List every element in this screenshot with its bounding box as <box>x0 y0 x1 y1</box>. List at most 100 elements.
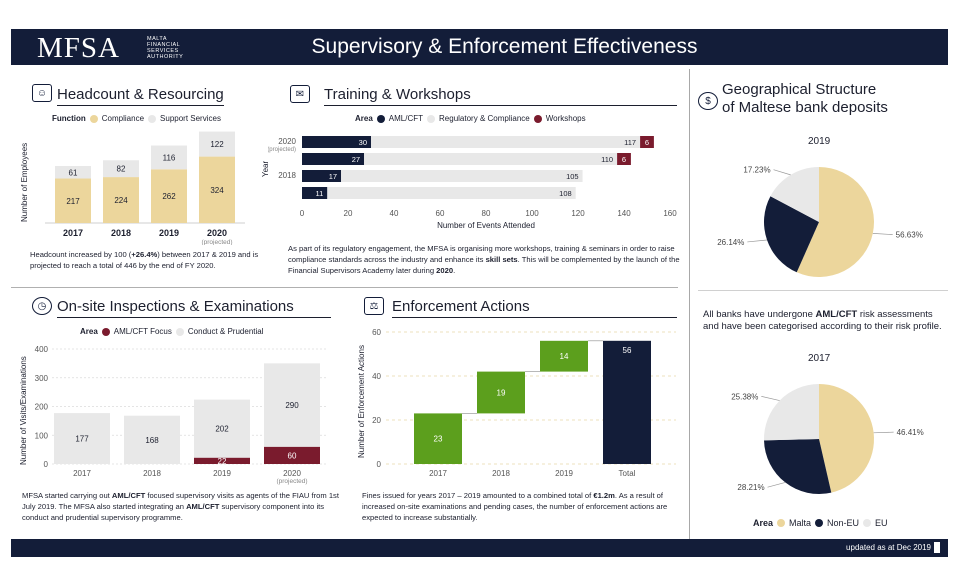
headcount-category-label: 2020 <box>207 228 227 238</box>
inspections-legend-label: Area <box>80 327 98 336</box>
legend-dot-malta <box>777 519 786 527</box>
chat-icon: ✉ <box>290 85 310 103</box>
pie-2019: 56.63% 26.14% 17.23% <box>717 166 923 277</box>
legend-dot-support <box>148 114 157 123</box>
updated-note: updated as at Dec 2019 <box>846 543 931 552</box>
people-icon: ☺ <box>32 84 52 102</box>
legend-noneu: Non-EU <box>827 518 860 528</box>
logo-subtitle: MALTA FINANCIAL SERVICES AUTHORITY <box>147 36 184 60</box>
enforcement-bar <box>477 371 525 414</box>
legend-dot-conduct <box>175 327 184 336</box>
legend-dot-amlcft <box>376 114 385 123</box>
training-bar <box>302 170 342 182</box>
inspections-category-label: 2019 <box>213 469 231 478</box>
training-x-tick: 40 <box>390 209 399 218</box>
legend-dot-eu <box>863 519 872 527</box>
pie-slice <box>819 384 874 493</box>
inspections-chart: 0 100 200 300 400 177 2017 168 2018 22 202 2019 60 29… <box>35 345 328 485</box>
enforcement-value-label: 23 <box>434 435 443 444</box>
legend-compliance: Compliance <box>101 114 145 123</box>
inspections-value-label: 202 <box>215 425 229 434</box>
enforcement-text: Fines issued for years 2017 – 2019 amoun… <box>362 491 668 522</box>
headcount-value-label: 224 <box>114 196 128 205</box>
training-xlabel: Number of Events Attended <box>437 221 535 228</box>
pie-slice-label: 17.23% <box>743 166 770 175</box>
inspections-title: On-site Inspections & Examinations <box>57 298 331 318</box>
pie-slice <box>764 196 819 273</box>
pie-slice <box>764 439 832 494</box>
training-title: Training & Workshops <box>324 86 677 106</box>
inspections-value-label: 60 <box>288 451 297 460</box>
pie-leader-line <box>872 233 893 235</box>
inspections-ylabel: Number of Visits/Examinations <box>19 356 28 465</box>
inspections-category-label: 2018 <box>143 469 161 478</box>
inspections-value-label: 177 <box>75 435 89 444</box>
headcount-bar <box>55 178 91 223</box>
footer-marker <box>934 542 940 553</box>
training-bar <box>371 136 641 148</box>
training-bar <box>364 153 618 165</box>
headcount-title: Headcount & Resourcing <box>57 86 224 106</box>
training-value-label: 6 <box>622 155 626 164</box>
training-x-tick: 160 <box>663 209 677 218</box>
training-x-tick: 100 <box>525 209 539 218</box>
enforcement-value-label: 14 <box>560 352 569 361</box>
training-value-label: 30 <box>359 138 367 147</box>
pie-slice-label: 26.14% <box>717 238 744 247</box>
column-divider <box>689 69 690 539</box>
geo-year-2019: 2019 <box>808 136 831 147</box>
inspections-text: MFSA started carrying out AML/CFT focuse… <box>22 491 339 522</box>
scales-icon: ⚖ <box>364 297 384 315</box>
legend-eu: EU <box>875 518 888 528</box>
legend-regulatory: Regulatory & Compliance <box>439 114 530 123</box>
inspections-y-tick: 200 <box>35 403 49 412</box>
legend-dot-regulatory <box>427 114 436 123</box>
training-bar <box>302 153 365 165</box>
training-category-label: 2018 <box>278 171 296 180</box>
enforcement-value-label: 19 <box>497 389 506 398</box>
pie-leader-line <box>773 169 791 176</box>
headcount-value-label: 61 <box>69 168 78 177</box>
header-bar: MFSA MALTA FINANCIAL SERVICES AUTHORITY … <box>11 29 948 65</box>
inspections-category-label: 2020 <box>283 469 301 478</box>
headcount-value-label: 82 <box>117 165 126 174</box>
headcount-chart: 217 61 2017 224 82 2018 262 116 2019 324 122 2020(p… <box>45 131 245 245</box>
training-x-tick: 0 <box>300 209 305 218</box>
training-value-label: 105 <box>566 172 579 181</box>
geo-legend-label: Area <box>753 518 774 528</box>
training-bar <box>302 187 328 199</box>
legend-dot-noneu <box>815 519 824 527</box>
pie-leader-line <box>761 396 780 401</box>
geo-divider <box>698 290 948 291</box>
training-chart: 30 117 6 2020(projected) 27 110 6 17 105 2018 11 10… <box>268 136 677 228</box>
legend-amlcft: AML/CFT <box>388 114 424 123</box>
geo-legend: Area Malta Non-EU EU <box>753 518 888 528</box>
headcount-bar <box>199 156 235 223</box>
training-value-label: 117 <box>624 138 636 147</box>
enforcement-category-label: 2019 <box>555 469 573 478</box>
headcount-legend: Function Compliance Support Services <box>52 114 221 123</box>
page-title: Supervisory & Enforcement Effectiveness <box>311 35 698 58</box>
enforcement-title: Enforcement Actions <box>392 298 677 318</box>
geo-text: All banks have undergone AML/CFT risk as… <box>703 309 942 332</box>
inspections-category-label: 2017 <box>73 469 91 478</box>
legend-dot-aml-focus <box>101 327 110 336</box>
enforcement-bar <box>603 340 651 464</box>
headcount-category-label: 2019 <box>159 228 179 238</box>
legend-malta: Malta <box>789 518 812 528</box>
headcount-value-label: 324 <box>210 186 224 195</box>
training-bar <box>327 187 576 199</box>
pie-slice-label: 46.41% <box>897 428 924 437</box>
legend-conduct: Conduct & Prudential <box>187 327 264 336</box>
headcount-legend-label: Function <box>52 114 86 123</box>
gauge-icon: ◷ <box>32 297 52 315</box>
headcount-value-label: 122 <box>210 140 224 149</box>
inspections-bar <box>194 399 250 458</box>
legend-support: Support Services <box>160 114 221 123</box>
training-value-label: 27 <box>352 155 360 164</box>
enforcement-category-label: 2018 <box>492 469 510 478</box>
pie-slice-label: 25.38% <box>731 392 758 401</box>
enforcement-bar <box>540 340 588 372</box>
pie-leader-line <box>767 482 786 488</box>
inspections-bar <box>124 415 180 464</box>
